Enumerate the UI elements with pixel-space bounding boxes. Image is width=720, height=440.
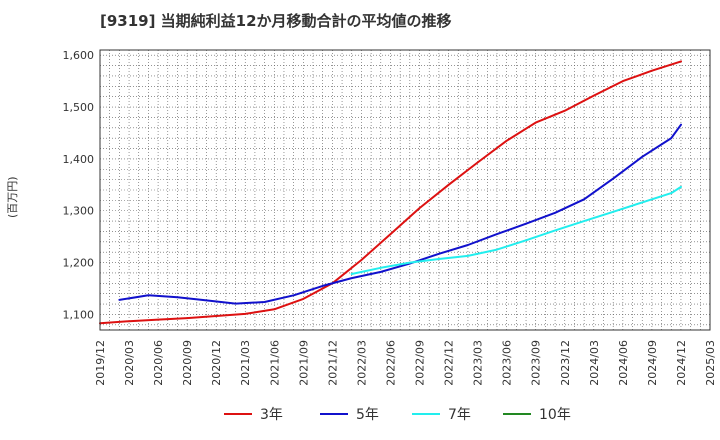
x-tick-label: 2022/12 [443,340,456,386]
y-tick-label: 1,100 [63,308,95,321]
x-tick-label: 2023/06 [501,340,514,386]
y-tick-label: 1,600 [63,49,95,62]
legend-swatch [320,413,348,415]
x-tick-label: 2024/03 [588,340,601,386]
legend-label: 7年 [448,407,471,423]
x-tick-label: 2020/12 [210,340,223,386]
y-tick-label: 1,400 [63,153,95,166]
legend-item: 5年 [320,404,379,424]
plot-border [99,49,711,331]
x-tick-label: 2019/12 [94,340,107,386]
x-tick-label: 2020/03 [123,340,136,386]
y-tick-label: 1,500 [63,101,95,114]
x-tick-label: 2024/09 [646,340,659,386]
chart-title: [9319] 当期純利益12か月移動合計の平均値の推移 [100,12,452,30]
x-tick-label: 2022/09 [414,340,427,386]
legend-item: 3年 [224,404,283,424]
y-tick-label: 1,200 [63,257,95,270]
legend-swatch [224,413,252,415]
x-tick-label: 2021/12 [326,340,339,386]
x-tick-label: 2020/06 [152,340,165,386]
legend-swatch [412,413,440,415]
plot-area [100,50,710,330]
x-tick-label: 2021/06 [268,340,281,386]
y-tick-label: 1,300 [63,205,95,218]
x-tick-label: 2020/09 [181,340,194,386]
x-tick-label: 2021/09 [297,340,310,386]
x-tick-label: 2022/03 [355,340,368,386]
legend-label: 3年 [260,407,283,423]
x-tick-label: 2023/03 [472,340,485,386]
legend-swatch [503,413,531,415]
x-tick-label: 2025/03 [704,340,717,386]
series-line-7年 [350,185,682,275]
legend-item: 7年 [412,404,471,424]
x-tick-label: 2023/09 [530,340,543,386]
x-tick-label: 2021/03 [239,340,252,386]
x-tick-label: 2022/06 [384,340,397,386]
legend-label: 10年 [539,407,571,423]
chart-legend: 3年 5年 7年 10年 [0,404,720,424]
x-tick-label: 2024/06 [617,340,630,386]
series-line-3年 [99,60,682,325]
x-tick-label: 2023/12 [559,340,572,386]
legend-item: 10年 [503,404,571,424]
legend-label: 5年 [356,407,379,423]
x-tick-label: 2024/12 [675,340,688,386]
